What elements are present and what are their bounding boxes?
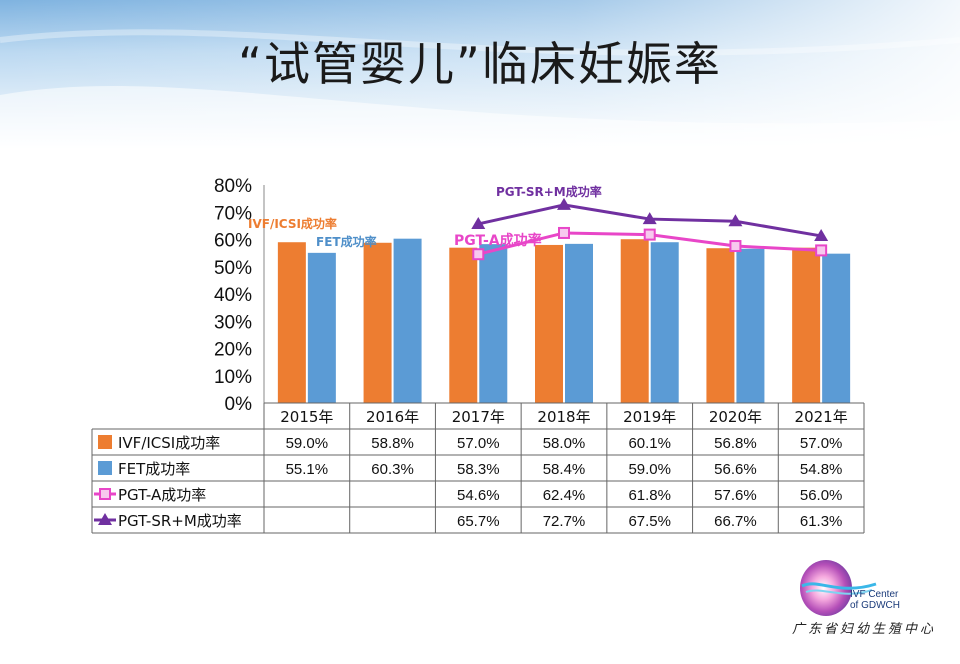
point (814, 228, 829, 241)
x-tick-label: 2021年 (795, 408, 848, 426)
x-tick-label: 2015年 (280, 408, 333, 426)
data-label: 57.6% (714, 487, 757, 504)
y-axis: 0% 10% 20% 30% 40% 50% 60% 70% 80% (214, 176, 265, 415)
point (472, 248, 485, 261)
data-label: 65.7% (457, 513, 500, 530)
series-name: PGT-A成功率 (118, 486, 206, 504)
data-label: 58.0% (543, 435, 586, 452)
data-label: 60.1% (628, 435, 671, 452)
annotation-fet: FET成功率 (316, 234, 377, 249)
series-annotations: IVF/ICSI成功率 FET成功率 PGT-A成功率 PGT-SR+M成功率 (248, 184, 602, 249)
bar (822, 253, 851, 403)
y-tick-label: 80% (214, 176, 252, 197)
logo-name-cn: 广东省妇幼生殖中心 (792, 622, 937, 637)
point (471, 216, 486, 229)
line-series (471, 197, 829, 261)
ivf-center-logo-icon (800, 560, 877, 616)
point (728, 214, 743, 227)
bar (650, 242, 679, 403)
y-tick-label: 70% (214, 203, 252, 224)
logo-name-en-line1: IVF Center (850, 589, 899, 600)
data-label: 58.3% (457, 461, 500, 478)
x-tick-label: 2019年 (623, 408, 676, 426)
series-name: PGT-SR+M成功率 (118, 512, 242, 530)
y-tick-label: 30% (214, 312, 252, 333)
data-label: 60.3% (371, 461, 414, 478)
point (815, 244, 828, 257)
legend-key-marker (98, 513, 112, 525)
data-label: 59.0% (286, 435, 329, 452)
y-tick-label: 0% (225, 394, 253, 415)
data-label: 61.8% (628, 487, 671, 504)
point (642, 212, 657, 225)
y-tick-label: 50% (214, 258, 252, 279)
bar (479, 244, 508, 403)
legend-key (98, 435, 112, 449)
annotation-pgt-a: PGT-A成功率 (454, 232, 542, 249)
data-label: 57.0% (800, 435, 843, 452)
bar (620, 239, 649, 403)
data-label: 54.6% (457, 487, 500, 504)
data-label: 67.5% (628, 513, 671, 530)
series-name: FET成功率 (118, 460, 190, 478)
bar (535, 244, 563, 403)
data-table: 2015年 2016年 2017年 2018年 2019年 2020年 2021年 IVF/I… (91, 402, 865, 534)
x-tick-label: 2018年 (537, 408, 590, 426)
data-label: 56.6% (714, 461, 757, 478)
bar (792, 247, 821, 403)
legend-key (98, 461, 112, 475)
data-label: 72.7% (543, 513, 586, 530)
series-name: IVF/ICSI成功率 (118, 434, 220, 452)
data-label: 54.8% (800, 461, 843, 478)
point (729, 240, 742, 253)
x-tick-label: 2016年 (366, 408, 419, 426)
bar (363, 242, 392, 403)
bar (393, 238, 422, 403)
slide-title: “试管婴儿”临床妊娠率 (238, 37, 722, 91)
x-tick-label: 2020年 (709, 408, 762, 426)
legend-key-marker (99, 488, 111, 500)
data-label: 57.0% (457, 435, 500, 452)
data-label: 58.8% (371, 435, 414, 452)
y-tick-label: 60% (214, 231, 252, 252)
point (643, 228, 656, 241)
y-tick-label: 10% (214, 367, 252, 388)
data-label: 58.4% (543, 461, 586, 478)
bar (307, 252, 336, 403)
bar (706, 248, 735, 403)
data-label: 56.0% (800, 487, 843, 504)
bar (277, 242, 306, 403)
data-label: 59.0% (628, 461, 671, 478)
annotation-ivf: IVF/ICSI成功率 (248, 216, 337, 231)
x-tick-label: 2017年 (452, 408, 505, 426)
data-label: 61.3% (800, 513, 843, 530)
data-label: 62.4% (543, 487, 586, 504)
data-label: 55.1% (286, 461, 329, 478)
data-label: 56.8% (714, 435, 757, 452)
bar (736, 248, 765, 403)
logo-name-en-line2: of GDWCH (850, 600, 900, 611)
bar (449, 247, 478, 403)
y-tick-label: 40% (214, 285, 252, 306)
point (557, 197, 571, 210)
bar (565, 243, 593, 403)
y-tick-label: 20% (214, 340, 252, 361)
bar-series (277, 238, 851, 403)
data-label: 66.7% (714, 513, 757, 530)
point (558, 226, 570, 239)
annotation-pgt-srm: PGT-SR+M成功率 (496, 184, 602, 199)
logo-name-en: IVF Center of GDWCH (850, 589, 900, 611)
